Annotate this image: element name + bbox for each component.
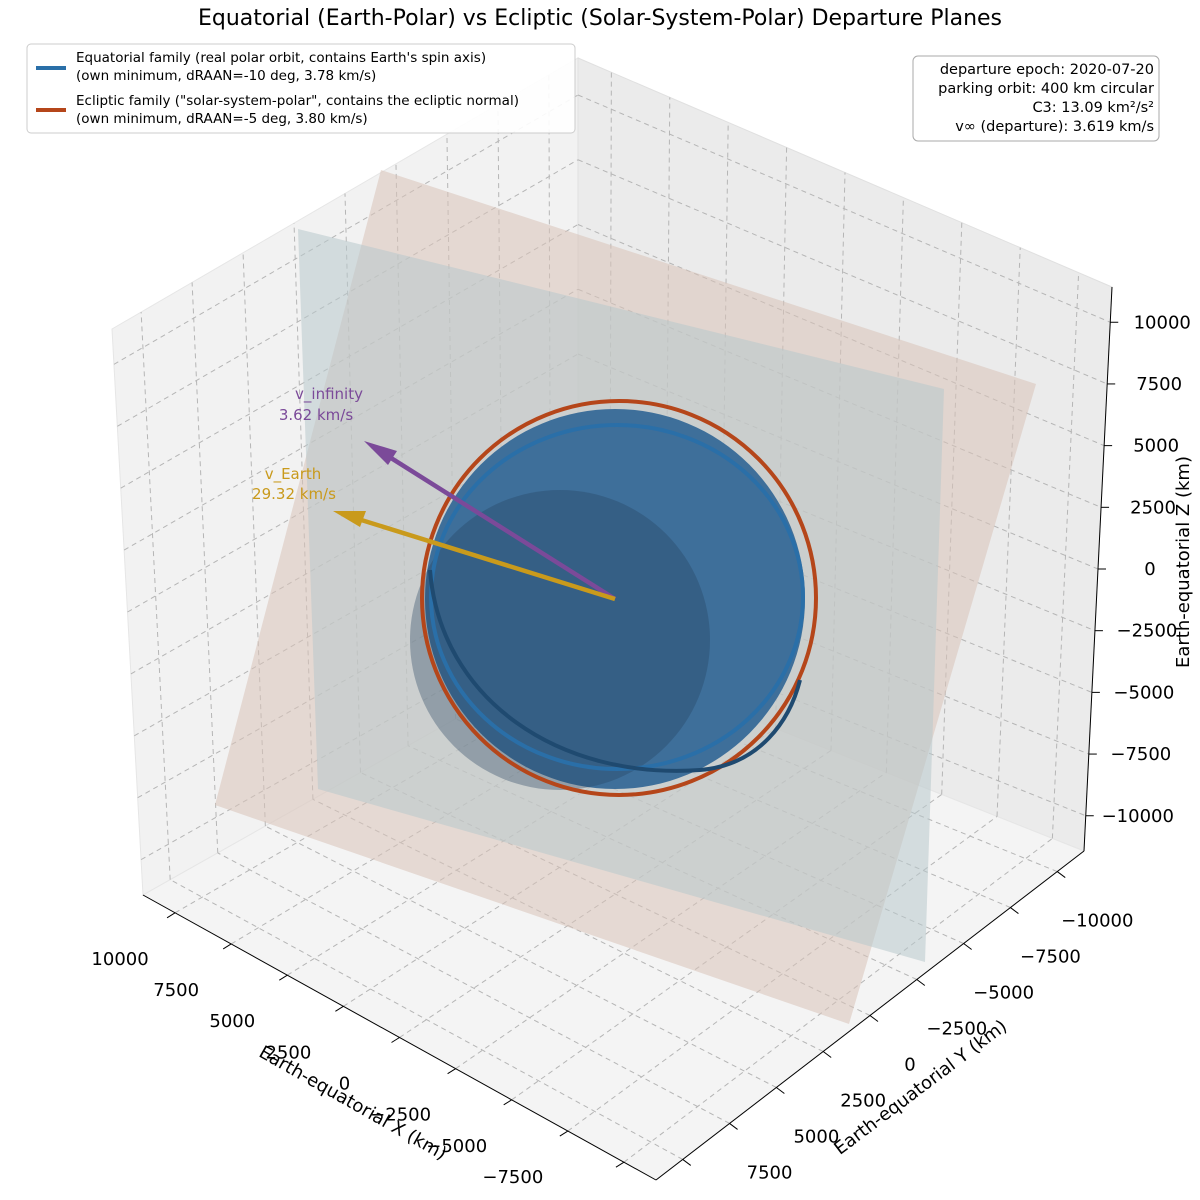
z-tick-label: −7500 xyxy=(1110,744,1171,765)
y-tick-label: 0 xyxy=(904,1055,915,1076)
y-tick-label: −2500 xyxy=(926,1019,987,1040)
ecliptic-orbit xyxy=(420,399,818,797)
x-tick-mark xyxy=(391,1037,400,1043)
tick-marks xyxy=(166,321,1119,1168)
grid-line-y-floor xyxy=(169,879,683,1160)
equatorial-orbit-front xyxy=(428,569,802,773)
equatorial-orbit-back xyxy=(429,423,805,771)
v-infinity-arrow xyxy=(364,441,617,601)
grid-line-x-wall xyxy=(242,252,266,827)
x-tick-label: −5000 xyxy=(426,1136,487,1157)
grid-line-y-floor xyxy=(217,852,730,1124)
y-tick-mark xyxy=(682,1159,692,1166)
v-earth-arrow xyxy=(333,511,616,602)
x-tick-label: 5000 xyxy=(209,1011,255,1032)
z-tick-label: −5000 xyxy=(1113,682,1174,703)
y-tick-label: 10000 xyxy=(694,1198,751,1200)
v-infinity-value: 3.62 km/s xyxy=(279,406,354,424)
legend: Equatorial family (real polar orbit, con… xyxy=(26,43,576,134)
z-tick-label: 2500 xyxy=(1130,497,1176,518)
v-infinity-shaft xyxy=(370,444,617,601)
grid-line-y-floor xyxy=(312,798,824,1052)
x-tick-mark xyxy=(447,1068,456,1075)
y-tick-label: −7500 xyxy=(1020,947,1081,968)
y-tick-mark xyxy=(963,943,972,950)
y-tick-mark xyxy=(869,1015,879,1022)
y-tick-mark xyxy=(822,1051,832,1058)
info-box-frame xyxy=(912,55,1160,142)
grid-line-z-left xyxy=(130,418,579,675)
y-axis-label: Earth-equatorial Y (km) xyxy=(830,1016,1011,1160)
z-tick-label: 5000 xyxy=(1133,436,1179,457)
z-axis-label: Earth-equatorial Z (km) xyxy=(1173,456,1194,668)
grid-line-y-floor xyxy=(265,825,777,1088)
y-tick-mark xyxy=(1056,871,1066,878)
legend-ecliptic-line1: Ecliptic family ("solar-system-polar", c… xyxy=(76,93,519,109)
grid-line-x-wall xyxy=(497,104,504,693)
v-earth-shaft xyxy=(341,511,616,602)
x-tick-label: 7500 xyxy=(153,980,199,1001)
y-tick-label: 2500 xyxy=(840,1090,886,1111)
tick-labels: 100007500500025000−2500−5000−7500−10000−… xyxy=(91,312,1190,1200)
x-tick-label: −10000 xyxy=(533,1198,605,1200)
info-box: departure epoch: 2020-07-20 parking orbi… xyxy=(912,55,1160,142)
y-tick-label: −5000 xyxy=(973,983,1034,1004)
z-tick-label: 7500 xyxy=(1136,374,1182,395)
y-tick-mark xyxy=(1010,907,1019,914)
z-tick-label: 0 xyxy=(1144,559,1155,580)
x-tick-mark xyxy=(166,912,176,919)
y-tick-label: 7500 xyxy=(747,1162,793,1183)
y-tick-mark xyxy=(729,1123,738,1130)
grid-line-z-right xyxy=(577,159,1108,385)
v-earth-value: 29.32 km/s xyxy=(252,485,336,503)
info-c3: C3: 13.09 km²/s² xyxy=(1032,100,1154,116)
x-tick-label: −2500 xyxy=(370,1105,431,1126)
y-tick-mark xyxy=(776,1087,785,1094)
x-tick-mark xyxy=(279,974,288,981)
legend-equatorial-line1: Equatorial family (real polar orbit, con… xyxy=(76,50,486,66)
x-tick-label: 2500 xyxy=(265,1042,311,1063)
info-parking-orbit: parking orbit: 400 km circular xyxy=(938,81,1154,97)
v-earth-head xyxy=(333,511,366,527)
x-tick-mark xyxy=(335,1005,344,1012)
x-tick-label: 0 xyxy=(339,1074,350,1095)
y-tick-label: −10000 xyxy=(1061,911,1133,932)
x-tick-mark xyxy=(503,1099,512,1106)
z-tick-label: −2500 xyxy=(1116,621,1177,642)
x-tick-mark xyxy=(559,1130,569,1137)
info-v-inf: v∞ (departure): 3.619 km/s xyxy=(955,119,1154,135)
grid-line-y-wall xyxy=(1051,272,1080,839)
x-tick-mark xyxy=(615,1161,625,1168)
earth-shade xyxy=(410,490,710,790)
grid-line-z-right xyxy=(577,94,1111,323)
grid-line-y-wall xyxy=(996,247,1021,817)
legend-box xyxy=(26,43,576,134)
y-tick-label: 5000 xyxy=(793,1126,839,1147)
v-infinity-label: v_infinity xyxy=(295,385,363,404)
z-tick-label: −10000 xyxy=(1102,806,1174,827)
grid-line-x-wall xyxy=(140,312,171,880)
x-axis-label: Earth-equatorial X (km) xyxy=(255,1042,450,1165)
v-earth-label: v_Earth xyxy=(265,465,322,484)
legend-ecliptic-line2: (own minimum, dRAAN=-5 deg, 3.80 km/s) xyxy=(76,111,368,127)
grid-line-z-left xyxy=(117,159,579,427)
legend-equatorial-line2: (own minimum, dRAAN=-10 deg, 3.78 km/s) xyxy=(76,68,376,84)
y-tick-mark xyxy=(916,979,926,986)
z-tick-label: 10000 xyxy=(1134,312,1191,333)
x-tick-label: −7500 xyxy=(482,1167,543,1188)
grid-line-y-wall xyxy=(885,197,904,773)
grid-line-y-wall xyxy=(664,97,671,685)
chart-title: Equatorial (Earth-Polar) vs Ecliptic (So… xyxy=(198,6,1002,31)
info-epoch: departure epoch: 2020-07-20 xyxy=(940,62,1154,78)
x-tick-label: 10000 xyxy=(91,949,148,970)
x-tick-mark xyxy=(222,943,232,950)
v-infinity-head xyxy=(364,441,397,465)
